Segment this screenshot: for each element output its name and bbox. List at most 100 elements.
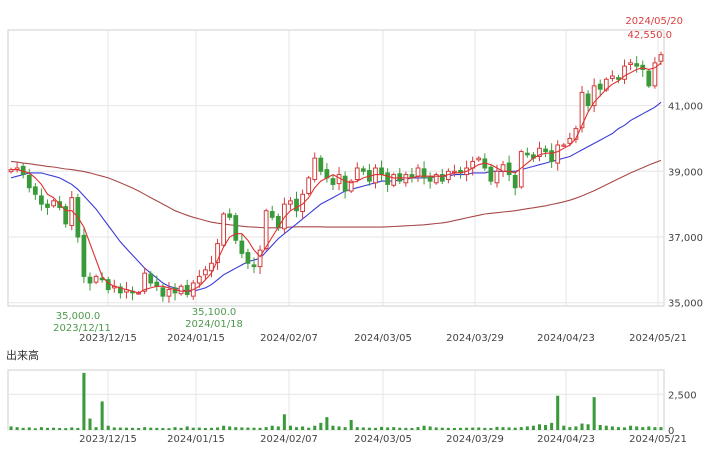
candle-body-up [196,275,202,284]
candle [348,179,354,193]
ma-long-series [10,159,662,229]
volume-bar [477,427,481,430]
volume-bar [313,425,317,430]
candle-body-up [433,174,439,184]
candle [585,90,591,112]
ma_short-line [11,62,662,294]
volume-bar [544,425,548,430]
candle [263,208,269,251]
candle [354,162,360,183]
volume-bar [209,427,213,430]
candle-body-up [51,200,56,207]
price-x-tick-label: 2023/12/15 [79,333,137,344]
candle-body-down [646,70,652,87]
volume-bar [149,427,153,430]
price-y-tick-label: 41,000 [668,102,703,113]
volume-bar [501,427,505,430]
volume-bar [598,425,602,430]
candle-body-down [506,162,512,176]
volume-bar [9,426,13,430]
volume-bar [282,414,286,430]
volume-bar [343,427,347,430]
volume-bar [537,424,541,430]
volume-bar [641,427,645,430]
candle [609,70,615,82]
candle [506,155,512,182]
candle-body-up [452,170,457,173]
candle [178,284,184,296]
volume-bar [367,427,371,430]
candle [652,57,658,89]
volume-bar [416,427,420,430]
volume-bar [118,427,122,430]
volume-bar [58,428,62,430]
volume-bar [635,426,639,430]
price-x-tick-label: 2024/01/15 [167,333,225,344]
candle-body-down [512,174,518,189]
ma_long-line [10,159,662,229]
candle-body-up [609,75,615,79]
low-annotation-2: 35,100.0 2024/01/18 [185,307,243,330]
volume-y-tick-label: 2,500 [668,390,697,401]
candle [421,161,427,185]
volume-bar [495,426,499,430]
candle [117,283,123,299]
candle-body-down [45,203,50,208]
candle [658,51,664,66]
candle-body-down [39,195,44,205]
candle [184,279,190,298]
candle-body-down [318,157,324,172]
volume-x-tick-label: 2024/05/21 [629,434,687,445]
candle-body-down [543,148,548,153]
volume-bar [574,426,578,430]
candle-body-up [221,213,227,246]
volume-bar [173,427,177,430]
volume-bar [161,428,165,430]
volume-bar [228,426,232,430]
volume-bar [373,427,377,430]
volume-bar [45,427,49,430]
candle-body-up [203,269,208,276]
candle-body-down [148,273,154,284]
candle [63,203,69,228]
candle-body-up [415,167,421,177]
volume-bar [106,425,110,430]
candle-body-down [421,168,427,179]
candle [318,155,324,176]
candle [342,171,348,199]
volume-bar [264,427,268,430]
candle [221,212,227,248]
price-y-tick-label: 35,000 [668,299,703,310]
candle [196,269,202,288]
candle-body-up [257,249,263,268]
volume-bar [100,401,104,430]
candle-body-down [294,198,299,212]
candle [561,143,567,147]
candle-body-up [263,210,269,249]
candle [476,156,482,162]
low-annotation-1: 35,000.0 2023/12/11 [53,311,111,334]
candle-body-up [603,78,609,91]
volume-bar [70,427,74,430]
candle-body-up [555,144,561,164]
volume-title: 出来高 [6,348,39,362]
candle [245,248,251,269]
candle-body-up [348,180,354,192]
volume-x-tick-label: 2024/02/07 [260,434,318,445]
candle [93,274,99,285]
volume-bar [331,425,335,430]
volume-bar [246,427,250,430]
volume-bar [550,422,554,430]
candle-body-down [63,206,69,225]
volume-bar [653,427,657,430]
candle [524,147,530,158]
volume-bar [519,427,523,430]
candle-body-down [342,175,348,192]
candle-body-down [239,240,245,254]
price-x-tick-label: 2024/04/23 [537,333,595,344]
volume-bar [452,428,456,430]
volume-bar [319,422,323,430]
candle [51,198,56,208]
volume-bar [434,427,438,430]
volume-bar [446,427,450,430]
